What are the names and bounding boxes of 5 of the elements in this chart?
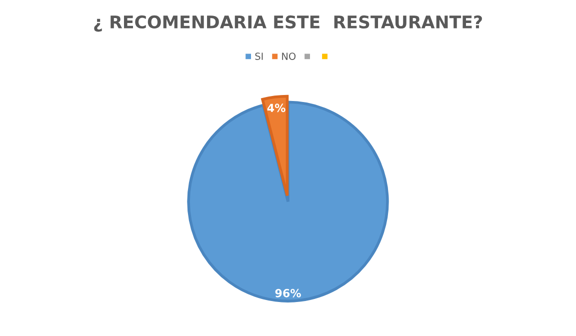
data-label: 4%: [267, 104, 286, 112]
legend-label: NO: [282, 52, 296, 60]
chart-title: ¿ RECOMENDARIA ESTE RESTAURANTE?: [94, 15, 482, 32]
data-label: 96%: [275, 288, 301, 298]
legend-label: SI: [255, 52, 263, 60]
